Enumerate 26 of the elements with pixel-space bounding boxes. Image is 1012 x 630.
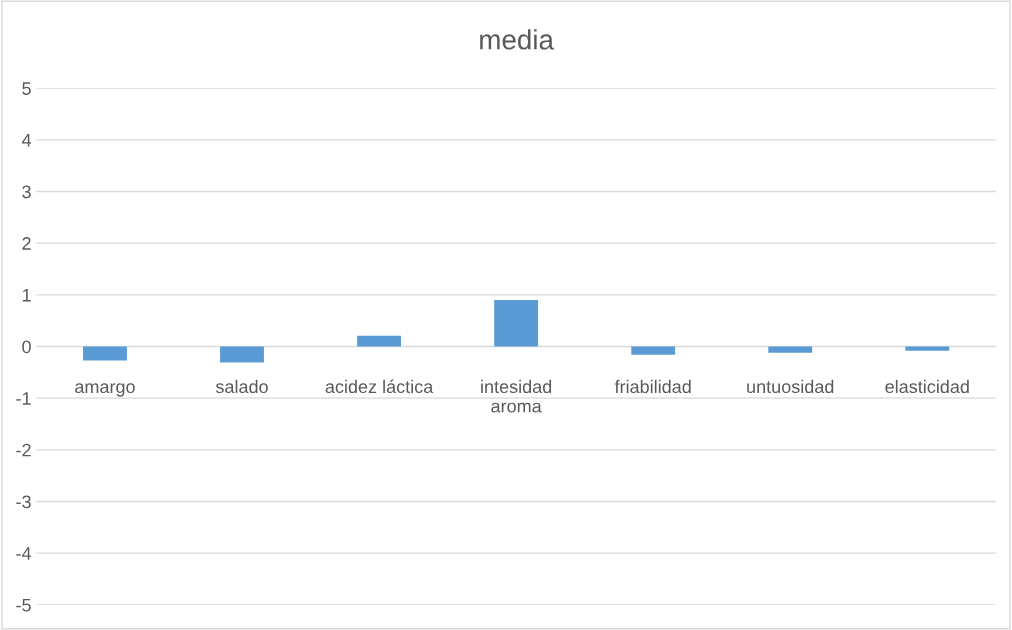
bar (631, 346, 676, 355)
y-tick-label: 2 (22, 237, 31, 250)
y-tick-label: 1 (22, 288, 31, 302)
bar (494, 300, 539, 347)
chart-title: media (480, 29, 554, 50)
x-tick-label: intesidad aroma (481, 379, 552, 413)
y-tick-label: 4 (21, 133, 32, 147)
x-tick-label: salado (215, 379, 268, 394)
y-tick-label: -3 (16, 495, 31, 509)
x-tick-label: elasticidad (885, 379, 969, 394)
bar (220, 346, 264, 363)
bar (768, 346, 813, 353)
x-tick-label: amargo (75, 383, 135, 397)
y-tick-label: 5 (22, 82, 31, 95)
y-tick-label: 3 (22, 185, 31, 199)
y-tick-label: 0 (22, 340, 31, 354)
bar (83, 346, 127, 361)
y-tick-label: -1 (16, 392, 31, 405)
y-tick-label: -4 (16, 547, 32, 560)
x-tick-label: acidez láctica (325, 379, 434, 394)
y-tick-label: -2 (16, 443, 31, 457)
bar (905, 346, 950, 351)
y-tick-label: -5 (16, 598, 31, 612)
x-tick-label: friabilidad (614, 379, 691, 394)
bar (357, 335, 401, 347)
x-tick-label: untuosidad (747, 379, 834, 394)
